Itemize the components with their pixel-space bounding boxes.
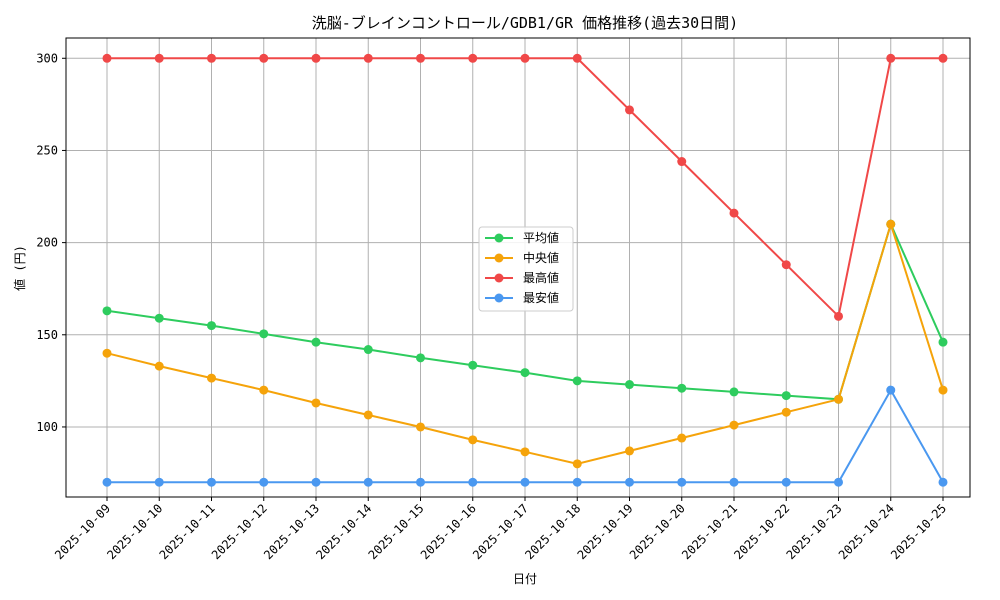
y-tick-label: 250 xyxy=(36,143,58,157)
data-point xyxy=(572,477,582,487)
legend-label: 中央値 xyxy=(523,250,559,265)
legend-frame xyxy=(478,226,574,312)
data-point xyxy=(572,53,582,63)
data-point xyxy=(834,477,843,487)
data-point xyxy=(259,53,269,63)
data-point xyxy=(729,387,739,397)
legend-item: 平均値 xyxy=(485,230,559,245)
data-point xyxy=(207,477,216,487)
data-point xyxy=(416,422,425,432)
x-axis-label: 日付 xyxy=(513,572,537,586)
data-point xyxy=(781,407,791,417)
legend-item: 中央値 xyxy=(485,250,559,265)
data-point xyxy=(781,391,791,401)
y-tick-label: 300 xyxy=(36,51,58,65)
data-point xyxy=(102,348,112,358)
y-tick-label: 100 xyxy=(36,420,58,434)
data-point xyxy=(729,208,739,218)
data-point xyxy=(781,260,791,270)
data-point xyxy=(416,53,425,63)
data-point xyxy=(468,53,478,63)
series-1 xyxy=(102,219,948,469)
legend-marker xyxy=(494,293,504,303)
y-tick-label: 200 xyxy=(36,236,58,250)
legend-item: 最高値 xyxy=(485,270,559,285)
legend-label: 平均値 xyxy=(523,230,559,245)
data-point xyxy=(207,321,216,331)
data-point xyxy=(154,477,164,487)
data-point xyxy=(729,477,739,487)
data-point xyxy=(311,337,321,347)
data-point xyxy=(834,311,843,321)
legend-label: 最安値 xyxy=(523,290,559,305)
y-axis-ticks: 100 150 200 250 300 xyxy=(36,51,66,434)
data-point xyxy=(154,53,164,63)
series-2 xyxy=(102,53,948,321)
legend-label: 最高値 xyxy=(523,270,559,285)
data-point xyxy=(259,477,269,487)
data-point xyxy=(363,345,373,355)
data-point xyxy=(938,337,948,347)
data-point xyxy=(102,53,112,63)
data-point xyxy=(677,157,687,167)
data-point xyxy=(259,329,269,339)
data-point xyxy=(207,373,216,383)
data-point xyxy=(311,477,321,487)
data-point xyxy=(834,394,843,404)
data-point xyxy=(886,53,896,63)
data-point xyxy=(102,477,112,487)
series-3 xyxy=(102,385,948,487)
series-layer xyxy=(102,53,948,487)
data-point xyxy=(572,459,582,469)
data-point xyxy=(625,477,634,487)
data-point xyxy=(886,219,896,229)
legend-marker xyxy=(494,273,504,283)
data-point xyxy=(572,376,582,386)
data-point xyxy=(625,105,634,115)
data-point xyxy=(259,385,269,395)
data-point xyxy=(781,477,791,487)
data-point xyxy=(468,477,478,487)
data-point xyxy=(520,368,530,378)
data-point xyxy=(520,477,530,487)
data-point xyxy=(416,353,425,363)
legend-marker xyxy=(494,233,504,243)
data-point xyxy=(207,53,216,63)
data-point xyxy=(363,410,373,420)
y-axis-label: 値 (円) xyxy=(12,245,27,291)
data-point xyxy=(311,398,321,408)
data-point xyxy=(468,360,478,370)
data-point xyxy=(886,385,896,395)
data-point xyxy=(154,313,164,323)
data-point xyxy=(677,433,687,443)
data-point xyxy=(154,361,164,371)
data-point xyxy=(363,53,373,63)
data-point xyxy=(938,385,948,395)
data-point xyxy=(520,53,530,63)
data-point xyxy=(363,477,373,487)
legend-item: 最安値 xyxy=(485,290,559,305)
data-point xyxy=(938,477,948,487)
data-point xyxy=(311,53,321,63)
chart-title: 洗脳-ブレインコントロール/GDB1/GR 価格推移(過去30日間) xyxy=(312,14,738,32)
data-point xyxy=(520,447,530,457)
data-point xyxy=(625,380,634,390)
y-tick-label: 150 xyxy=(36,328,58,342)
legend-marker xyxy=(494,253,504,263)
data-point xyxy=(677,477,687,487)
data-point xyxy=(625,446,634,456)
data-point xyxy=(938,53,948,63)
plot-frame xyxy=(65,37,971,498)
data-point xyxy=(416,477,425,487)
data-point xyxy=(468,435,478,445)
data-point xyxy=(677,383,687,393)
data-point xyxy=(102,306,112,316)
data-point xyxy=(729,420,739,430)
